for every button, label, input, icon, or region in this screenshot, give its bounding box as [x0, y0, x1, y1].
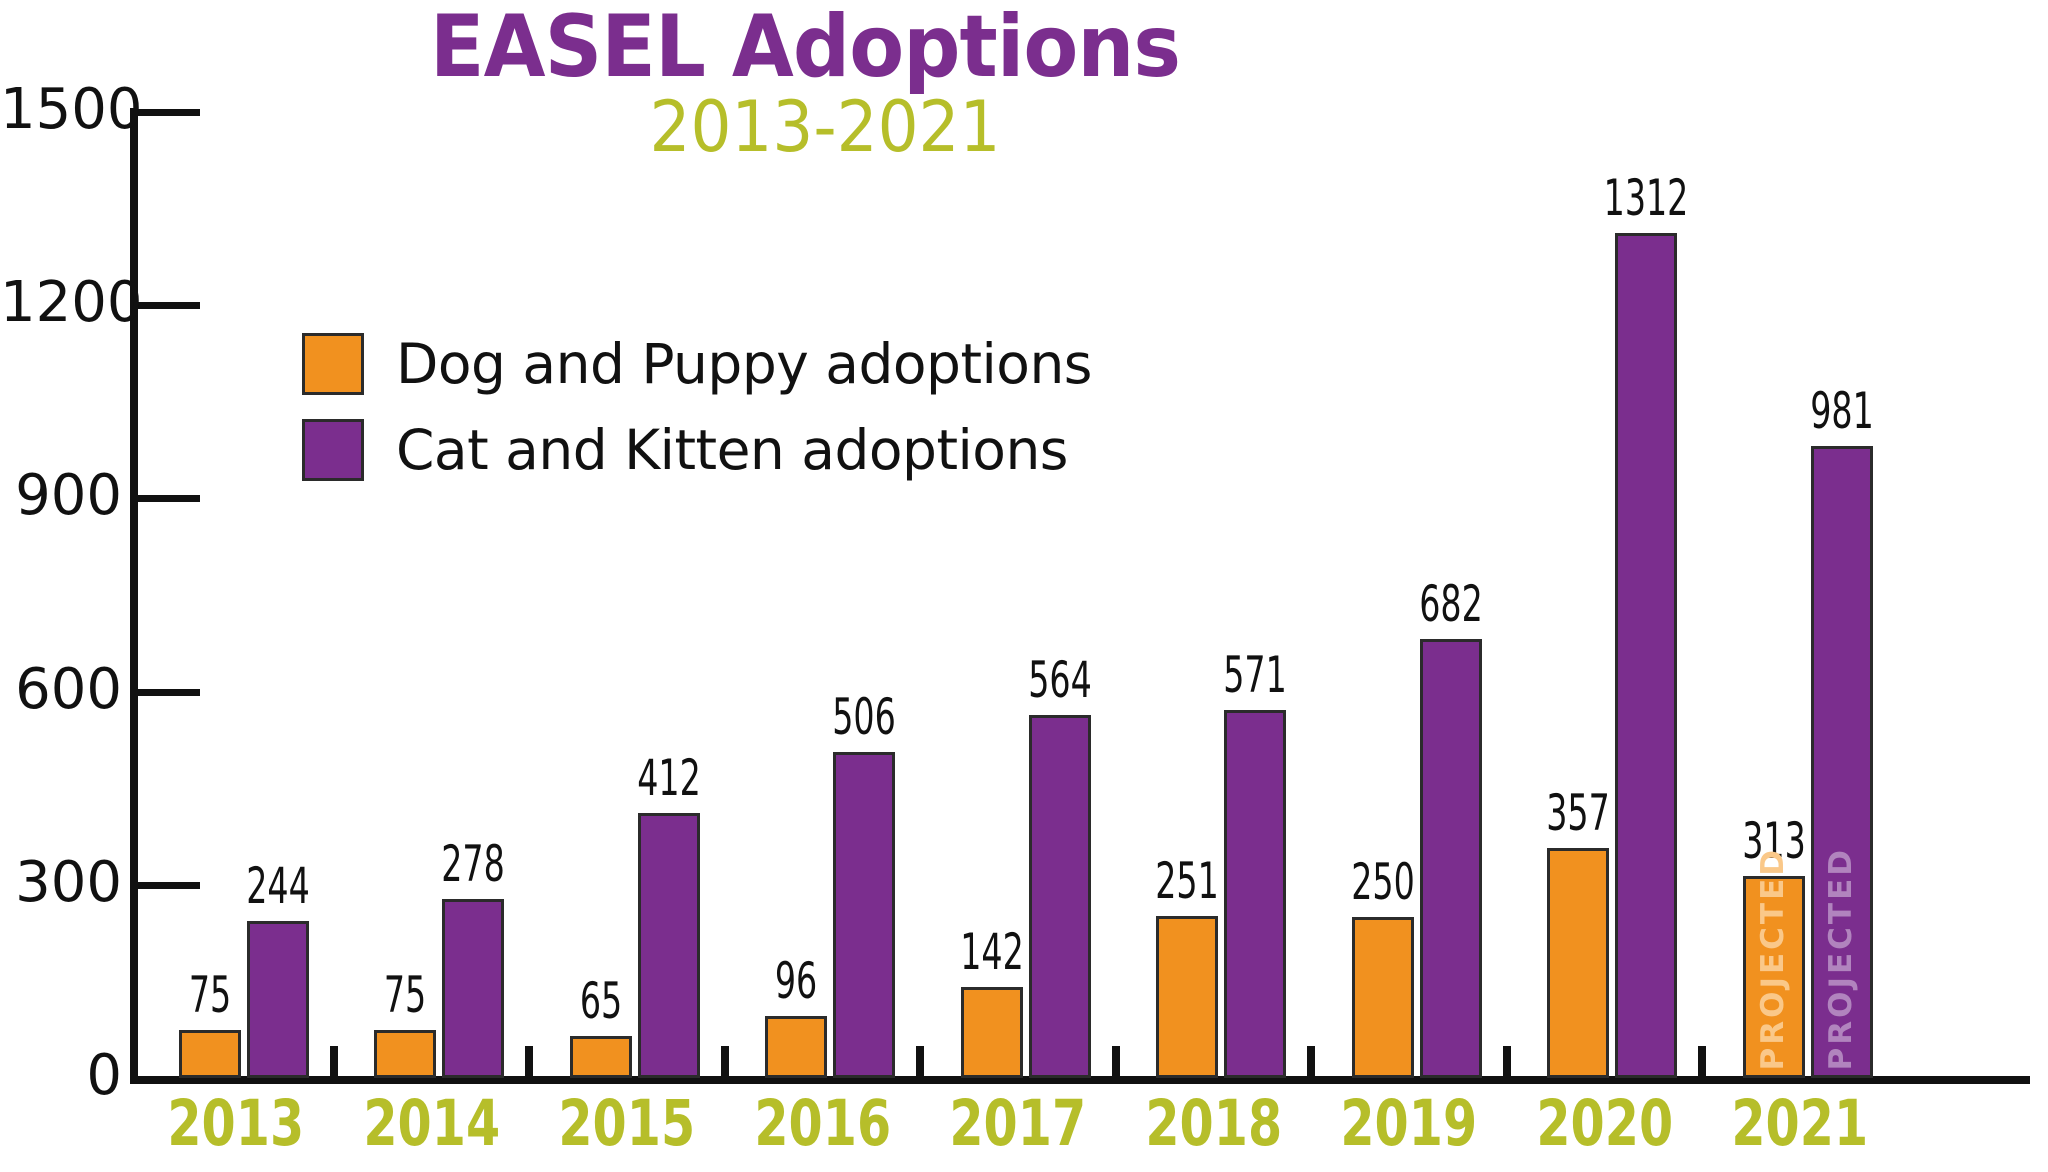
year-label-2017: 2017: [949, 1087, 1087, 1160]
y-axis-tick-label: 0: [86, 1043, 122, 1108]
legend-label-dog: Dog and Puppy adoptions: [396, 331, 1092, 396]
projected-label-text: PROJECTED: [1755, 846, 1792, 1070]
legend-swatch-cat-icon: [302, 419, 364, 481]
bar-value-label: 506: [832, 688, 897, 747]
y-axis-tick: [138, 109, 200, 116]
year-label-2016: 2016: [753, 1087, 891, 1160]
year-label-2019: 2019: [1340, 1087, 1478, 1160]
y-axis-tick-label: 300: [15, 849, 122, 915]
y-axis-tick-label: 900: [15, 463, 122, 529]
bar-value-label: 981: [1809, 382, 1874, 441]
bar-2014-cat[interactable]: [442, 898, 505, 1078]
bar-2018-dog[interactable]: [1156, 916, 1219, 1078]
x-axis-tick: [916, 1046, 924, 1080]
legend-label-cat: Cat and Kitten adoptions: [396, 417, 1068, 482]
bar-value-label: 250: [1350, 853, 1415, 911]
bar-value-label: 244: [245, 856, 310, 915]
year-label-2018: 2018: [1144, 1087, 1282, 1160]
x-axis-tick: [1698, 1046, 1706, 1080]
year-label-2021: 2021: [1731, 1087, 1869, 1160]
bar-2018-cat[interactable]: [1224, 710, 1287, 1078]
x-axis-tick: [1111, 1046, 1120, 1080]
y-axis-tick-label: 600: [15, 656, 122, 722]
bar-2019-dog[interactable]: [1351, 917, 1414, 1078]
bar-value-label: 65: [579, 972, 622, 1031]
bar-2017-dog[interactable]: [960, 986, 1023, 1078]
bar-value-label: 412: [636, 748, 701, 807]
year-label-2015: 2015: [558, 1087, 696, 1160]
bar-2016-cat[interactable]: [833, 752, 896, 1078]
bar-2020-dog[interactable]: [1547, 848, 1610, 1078]
bar-value-label: 1312: [1603, 169, 1689, 228]
bar-2021-dog[interactable]: [1742, 876, 1805, 1078]
y-axis-tick-label: 1500: [0, 77, 143, 142]
x-axis-tick: [1307, 1046, 1315, 1080]
bar-2017-cat[interactable]: [1028, 714, 1091, 1078]
bar-2021-cat[interactable]: [1810, 446, 1873, 1078]
bar-value-label: 142: [959, 922, 1024, 981]
bar-2013-cat[interactable]: [246, 920, 309, 1078]
legend-item-cat[interactable]: Cat and Kitten adoptions: [302, 418, 1068, 482]
bar-2013-dog[interactable]: [178, 1029, 241, 1078]
x-axis-tick: [1502, 1046, 1511, 1080]
y-axis-tick-label: 1200: [0, 270, 143, 336]
year-label-2013: 2013: [167, 1087, 305, 1160]
y-axis-tick: [138, 302, 200, 310]
bar-2015-cat[interactable]: [637, 812, 700, 1078]
projected-label-text: PROJECTED: [1823, 846, 1860, 1070]
y-axis-tick: [138, 495, 200, 503]
legend-item-dog[interactable]: Dog and Puppy adoptions: [302, 332, 1092, 396]
bar-value-label: 75: [384, 965, 427, 1024]
bar-2014-dog[interactable]: [374, 1029, 437, 1078]
year-label-2014: 2014: [362, 1087, 500, 1160]
y-axis-line: [130, 108, 138, 1083]
year-label-2020: 2020: [1535, 1087, 1673, 1160]
y-axis-tick: [138, 881, 200, 889]
bar-2019-cat[interactable]: [1419, 638, 1482, 1078]
x-axis-tick: [525, 1046, 533, 1080]
x-axis-line: [130, 1076, 2030, 1084]
bar-value-label: 357: [1546, 784, 1611, 843]
y-axis-tick: [138, 688, 200, 696]
projected-annotation-dog: PROJECTED: [1743, 820, 1805, 1070]
bars-area: 75 244 75 278 65 412 96 506 142 564 251 571 250 682 35…: [178, 169, 1874, 1078]
bar-value-label: 564: [1027, 650, 1092, 709]
bar-value-label: 682: [1418, 574, 1483, 633]
chart-subtitle: 2013-2021: [649, 86, 1001, 168]
bar-2020-cat[interactable]: [1615, 233, 1678, 1078]
x-axis-tick: [329, 1046, 338, 1080]
bar-value-label: 96: [775, 952, 818, 1011]
bar-value-label: 313: [1741, 812, 1806, 871]
bar-value-label: 75: [188, 965, 231, 1024]
bar-value-label: 571: [1223, 646, 1288, 705]
bar-2015-dog[interactable]: [569, 1036, 632, 1078]
legend-swatch-dog-icon: [302, 333, 364, 395]
bar-2016-dog[interactable]: [765, 1016, 828, 1078]
projected-annotation-cat: PROJECTED: [1811, 820, 1873, 1070]
bar-value-label: 251: [1155, 852, 1220, 911]
chart-title: EASEL Adoptions: [429, 0, 1181, 97]
x-axis-tick: [720, 1046, 729, 1080]
bar-value-label: 278: [441, 834, 506, 893]
chart-legend: Dog and Puppy adoptions Cat and Kitten a…: [302, 332, 1092, 504]
